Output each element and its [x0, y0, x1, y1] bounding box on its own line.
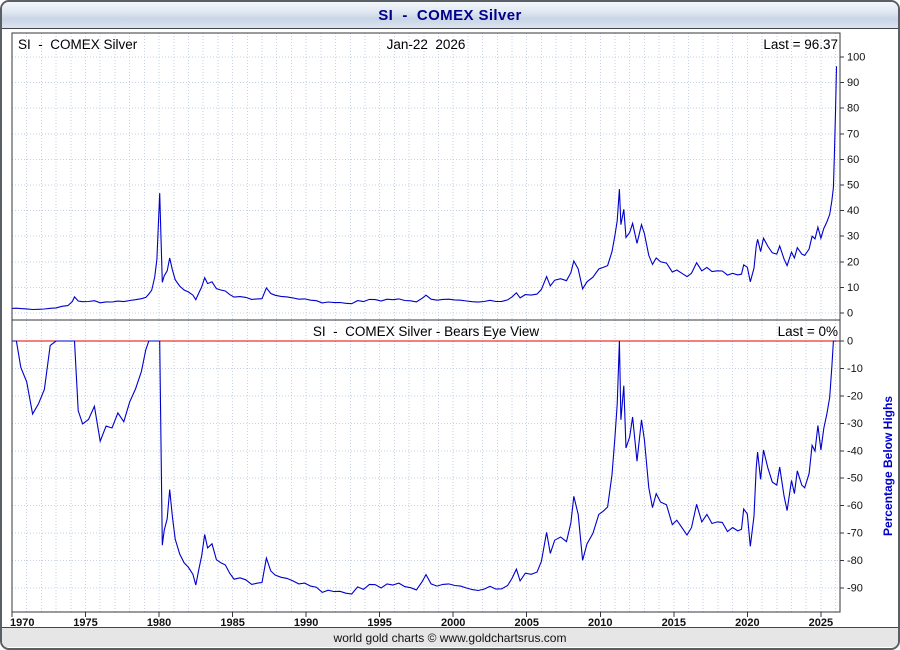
- bottom-panel-last-value: Last = 0%: [777, 324, 838, 339]
- y-tick-label: -30: [847, 418, 863, 430]
- bears-eye-drawdown-line: [12, 340, 837, 595]
- x-tick-label: 2025: [809, 617, 833, 627]
- panel-border: [11, 32, 841, 321]
- y-tick-label: 0: [847, 308, 853, 320]
- top-panel-header: SI - COMEX Silver Jan-22 2026 Last = 96.…: [12, 37, 840, 53]
- y-tick-label: 60: [847, 154, 859, 166]
- y-tick-label: -20: [847, 390, 863, 402]
- x-tick-label: 1990: [294, 617, 318, 627]
- top-panel-date: Jan-22 2026: [386, 37, 466, 52]
- right-axis-title-wrap: Percentage Below Highs: [879, 320, 897, 612]
- y-tick-label: 10: [847, 282, 859, 294]
- x-tick-label: 1970: [10, 617, 34, 627]
- x-tick-label: 2020: [735, 617, 759, 627]
- y-tick-label: -60: [847, 500, 863, 512]
- silver-price-line: [11, 66, 838, 311]
- x-tick-label: 2005: [515, 617, 539, 627]
- panel-border: [11, 319, 841, 613]
- y-tick-label: -90: [847, 583, 863, 595]
- y-tick-label: 0: [847, 336, 853, 348]
- y-tick-label: 40: [847, 205, 859, 217]
- x-tick-label: 1975: [73, 617, 97, 627]
- window-title-bar: SI - COMEX Silver: [2, 2, 898, 29]
- x-tick-label: 1995: [367, 617, 391, 627]
- y-tick-label: 90: [847, 77, 859, 89]
- bottom-panel-header: SI - COMEX Silver - Bears Eye View Last …: [12, 324, 840, 340]
- y-tick-label: 70: [847, 128, 859, 140]
- x-tick-label: 2015: [662, 617, 686, 627]
- chart-area: 100 90 80 70 60 50 40 30 20 10 0 0 -10 -20 -30 -40 -50 -6…: [2, 29, 898, 629]
- y-tick-label: -70: [847, 528, 863, 540]
- x-tick-label: 1985: [220, 617, 244, 627]
- y-tick-label: 100: [847, 52, 865, 64]
- silver-charts-svg: 10090807060504030201000-10-20-30-40-50-6…: [10, 32, 865, 629]
- y-tick-label: -80: [847, 555, 863, 567]
- y-tick-label: -50: [847, 473, 863, 485]
- y-tick-label: -10: [847, 363, 863, 375]
- top-panel-label: SI - COMEX Silver: [18, 37, 138, 52]
- footer-bar: world gold charts © www.goldchartsrus.co…: [2, 627, 898, 647]
- y-tick-label: 80: [847, 103, 859, 115]
- window-title: SI - COMEX Silver: [378, 6, 522, 24]
- bottom-panel-title: SI - COMEX Silver - Bears Eye View: [312, 324, 540, 339]
- y-tick-label: 30: [847, 231, 859, 243]
- y-tick-label: 20: [847, 256, 859, 268]
- bottom-panel-y-axis-title: Percentage Below Highs: [881, 395, 895, 537]
- x-tick-label: 2000: [441, 617, 465, 627]
- x-tick-label: 2010: [588, 617, 612, 627]
- footer-credit: world gold charts © www.goldchartsrus.co…: [333, 630, 567, 645]
- top-panel-last-value: Last = 96.37: [763, 37, 838, 52]
- y-tick-label: -40: [847, 445, 863, 457]
- x-tick-label: 1980: [147, 617, 171, 627]
- y-tick-label: 50: [847, 180, 859, 192]
